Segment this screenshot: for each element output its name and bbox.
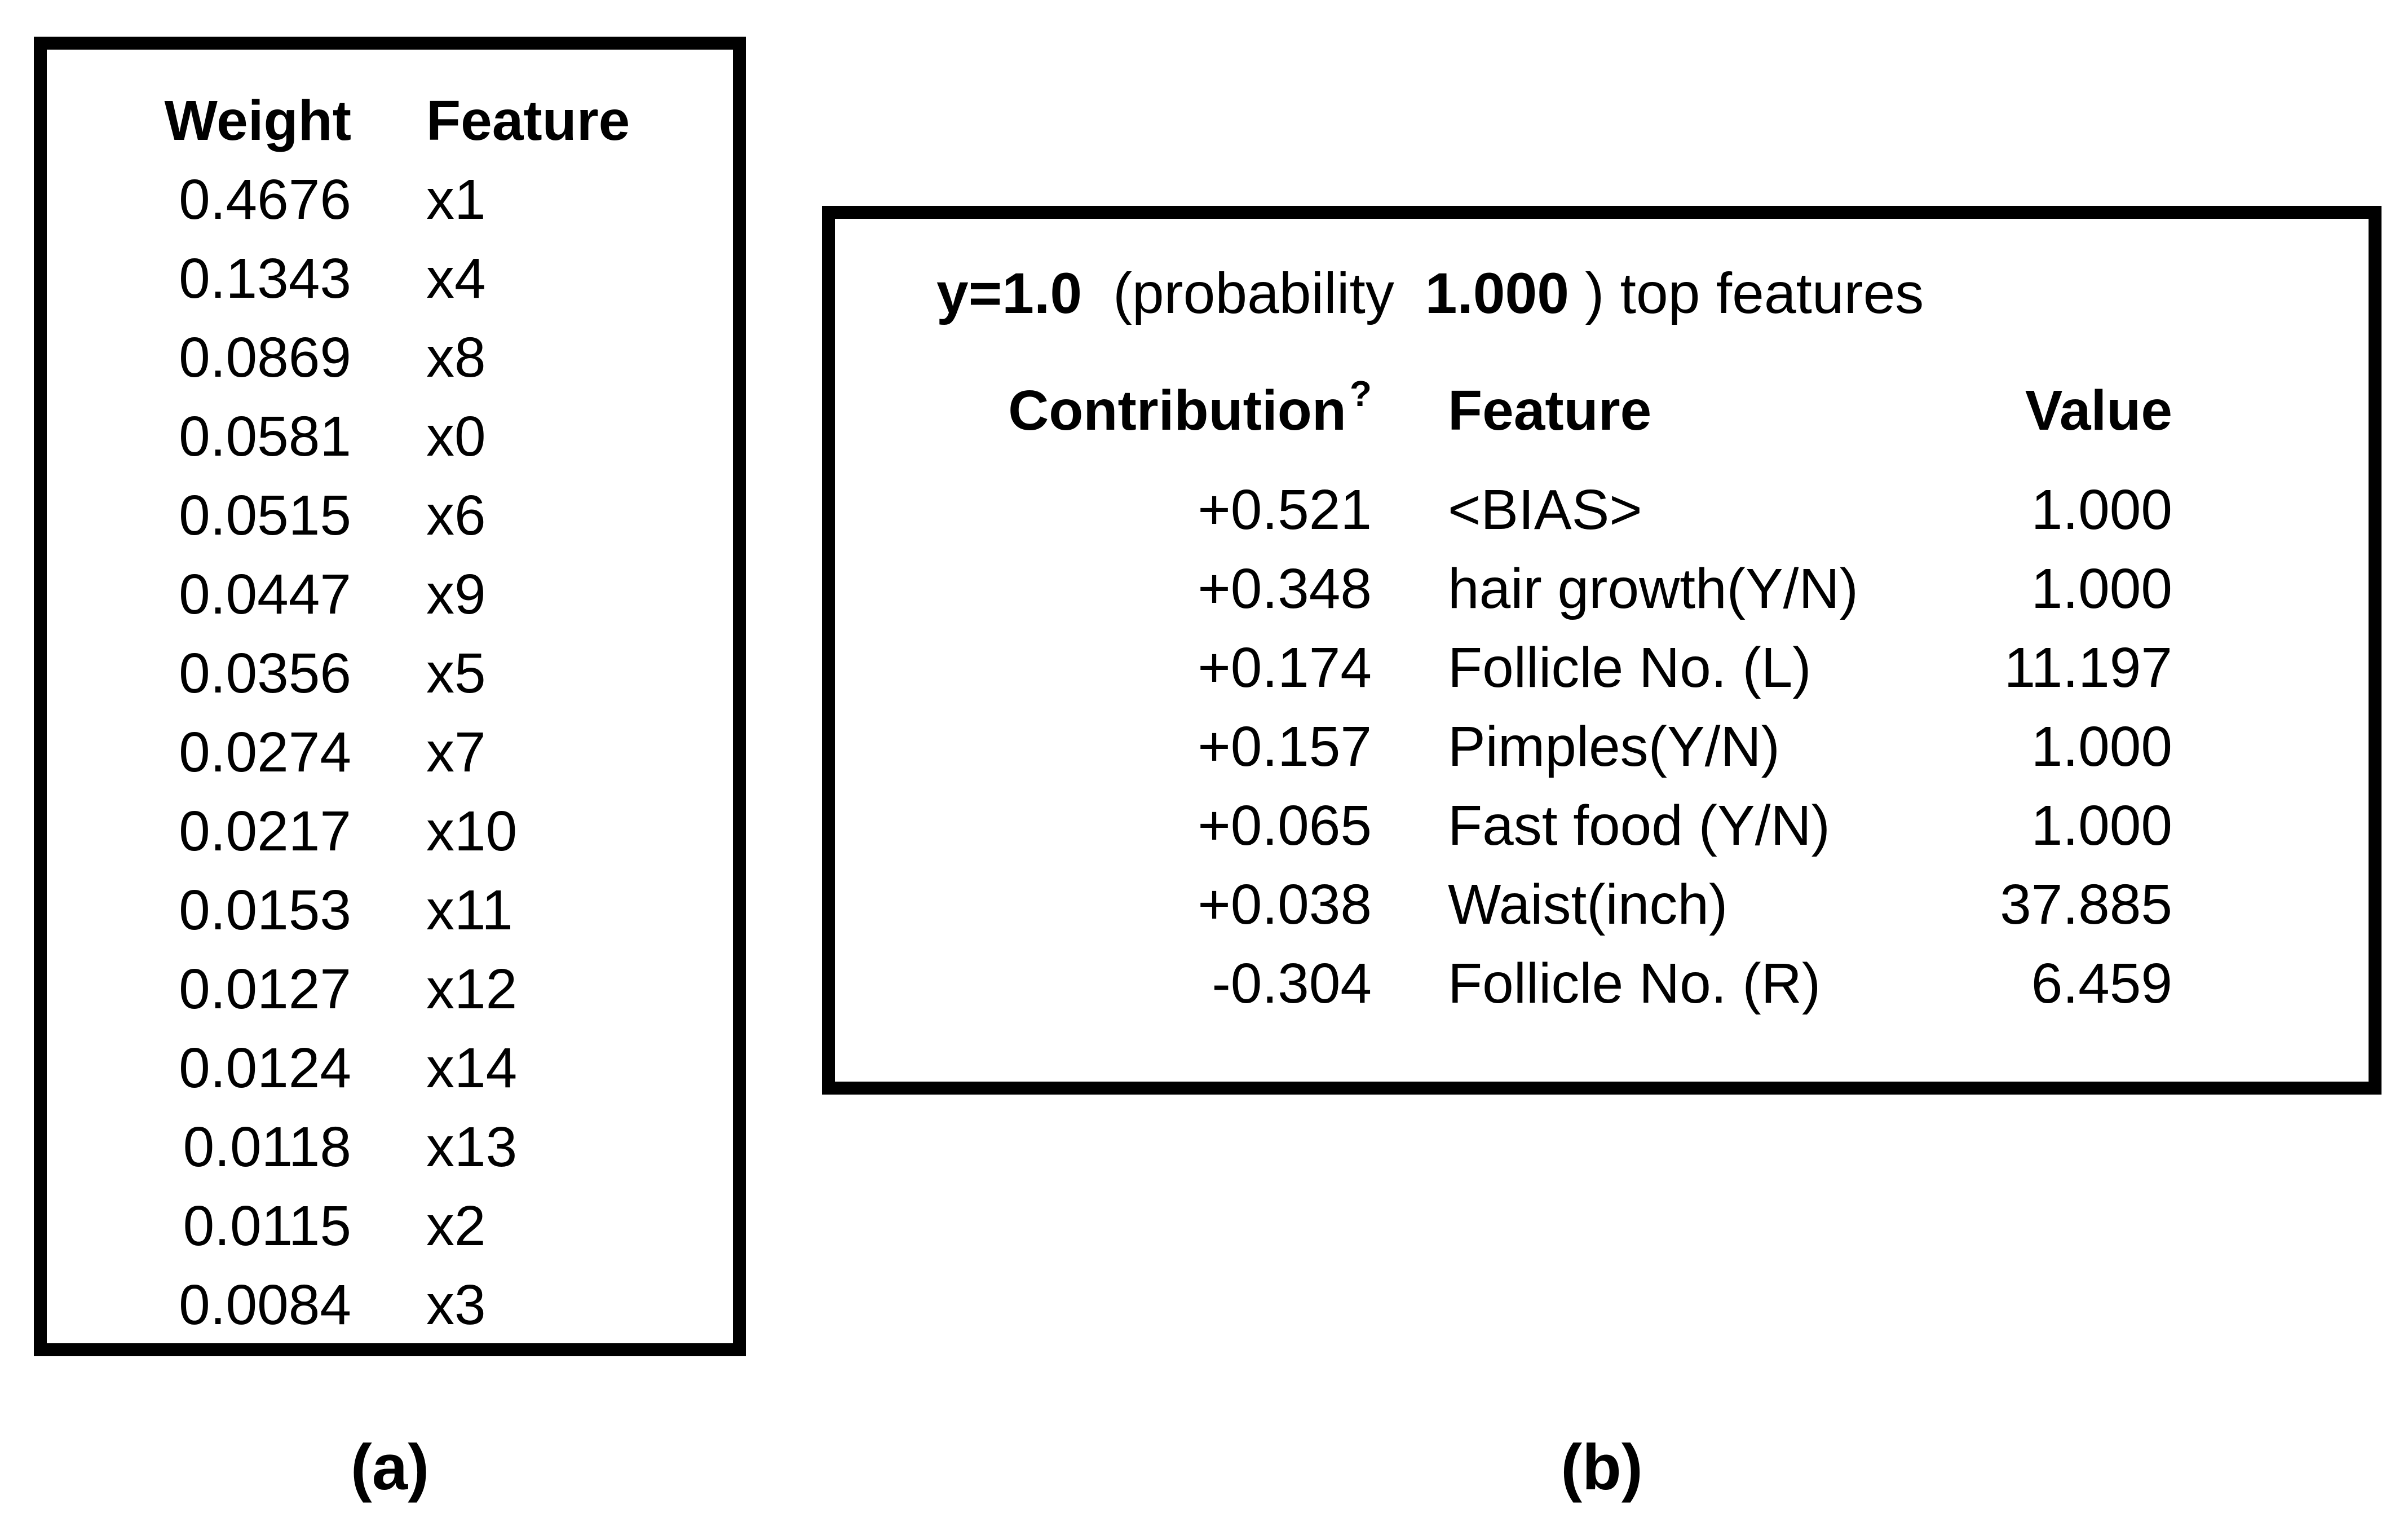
feature-column-header: Feature <box>1448 379 1652 442</box>
feature-cell: x11 <box>426 879 513 942</box>
contribution-cell: +0.348 <box>1198 557 1372 620</box>
table-a-header-row: Weight Feature <box>47 81 733 160</box>
contribution-table: Contribution? Feature Value +0.521 <BIAS… <box>835 371 2369 1023</box>
table-row: +0.174 Follicle No. (L) 11.197 <box>835 628 2369 707</box>
weight-cell: 0.0118 <box>183 1115 351 1179</box>
weight-cell: 0.0153 <box>179 879 351 942</box>
table-row: -0.304 Follicle No. (R) 6.459 <box>835 944 2369 1023</box>
feature-cell: x1 <box>426 168 486 231</box>
table-row: 0.0115 x2 <box>47 1186 733 1265</box>
table-row: 0.0274 x7 <box>47 713 733 792</box>
weight-cell: 0.0515 <box>179 484 351 547</box>
feature-cell: x9 <box>426 563 486 626</box>
value-column-header: Value <box>2025 379 2172 442</box>
table-row: 0.0356 x5 <box>47 634 733 713</box>
table-row: 0.0153 x11 <box>47 871 733 950</box>
table-row: 0.0447 x9 <box>47 555 733 634</box>
table-b-header-row: Contribution? Feature Value <box>835 371 2369 450</box>
feature-cell: Waist(inch) <box>1448 873 1728 936</box>
contribution-cell: +0.174 <box>1198 636 1372 699</box>
feature-cell: x6 <box>426 484 486 547</box>
contribution-header-label: Contribution <box>1008 379 1346 442</box>
feature-cell: x12 <box>426 958 518 1021</box>
feature-cell: x7 <box>426 721 486 784</box>
feature-cell: x3 <box>426 1273 486 1336</box>
table-row: 0.4676 x1 <box>47 160 733 239</box>
weight-cell: 0.0274 <box>179 721 351 784</box>
table-row: +0.521 <BIAS> 1.000 <box>835 470 2369 549</box>
title-suffix: ) top features <box>1585 261 1924 325</box>
table-row: +0.065 Fast food (Y/N) 1.000 <box>835 786 2369 865</box>
value-cell: 37.885 <box>2000 873 2172 936</box>
panel-a-box: Weight Feature 0.4676 x1 0.1343 x4 0.086… <box>34 37 746 1356</box>
value-cell: 1.000 <box>2031 557 2172 620</box>
weight-cell: 0.0356 <box>179 642 351 705</box>
feature-cell: x4 <box>426 247 486 310</box>
value-cell: 11.197 <box>2004 636 2172 699</box>
table-row: +0.348 hair growth(Y/N) 1.000 <box>835 549 2369 628</box>
weight-cell: 0.4676 <box>179 168 351 231</box>
feature-cell: Follicle No. (L) <box>1448 636 1811 699</box>
feature-cell: x0 <box>426 405 486 468</box>
contribution-cell: +0.521 <box>1198 478 1372 541</box>
weight-cell: 0.0115 <box>183 1194 351 1258</box>
weight-feature-table: Weight Feature 0.4676 x1 0.1343 x4 0.086… <box>47 50 733 1343</box>
probability-value: 1.000 <box>1425 261 1569 325</box>
table-row: 0.0124 x14 <box>47 1029 733 1108</box>
probability-prefix: (probability <box>1112 261 1394 325</box>
weight-cell: 0.0124 <box>179 1036 351 1100</box>
table-row: 0.0084 x3 <box>47 1265 733 1343</box>
panel-b-box: y=1.0 (probability 1.000 ) top features … <box>822 206 2382 1095</box>
contribution-cell: +0.038 <box>1198 873 1372 936</box>
feature-cell: <BIAS> <box>1448 478 1642 541</box>
weight-cell: 0.0217 <box>179 800 351 863</box>
weight-cell: 0.1343 <box>179 247 351 310</box>
table-row: +0.038 Waist(inch) 37.885 <box>835 865 2369 944</box>
feature-cell: x10 <box>426 800 518 863</box>
table-row: 0.0515 x6 <box>47 476 733 555</box>
contribution-cell: +0.157 <box>1198 715 1372 778</box>
table-row: 0.0127 x12 <box>47 950 733 1029</box>
feature-cell: x5 <box>426 642 486 705</box>
table-row: 0.0217 x10 <box>47 792 733 871</box>
table-row: +0.157 Pimples(Y/N) 1.000 <box>835 707 2369 786</box>
table-row: 0.0118 x13 <box>47 1108 733 1186</box>
feature-column-header: Feature <box>426 89 630 152</box>
weight-cell: 0.0447 <box>179 563 351 626</box>
caption-b: (b) <box>1561 1432 1643 1503</box>
prediction-label: y=1.0 <box>936 261 1083 325</box>
weight-cell: 0.0869 <box>179 326 351 389</box>
prediction-title: y=1.0 (probability 1.000 ) top features <box>936 254 2369 333</box>
value-cell: 1.000 <box>2031 715 2172 778</box>
table-row: 0.1343 x4 <box>47 239 733 318</box>
feature-cell: Fast food (Y/N) <box>1448 794 1830 857</box>
value-cell: 1.000 <box>2031 478 2172 541</box>
weight-cell: 0.0127 <box>179 958 351 1021</box>
weight-cell: 0.0084 <box>179 1273 351 1336</box>
feature-cell: x14 <box>426 1036 518 1100</box>
contribution-cell: +0.065 <box>1198 794 1372 857</box>
table-row: 0.0581 x0 <box>47 397 733 476</box>
weight-column-header: Weight <box>164 89 351 152</box>
feature-cell: Follicle No. (R) <box>1448 952 1821 1015</box>
weight-cell: 0.0581 <box>179 405 351 468</box>
contribution-cell: -0.304 <box>1212 952 1372 1015</box>
feature-cell: hair growth(Y/N) <box>1448 557 1858 620</box>
feature-cell: x2 <box>426 1194 486 1258</box>
value-cell: 6.459 <box>2031 952 2172 1015</box>
value-cell: 1.000 <box>2031 794 2172 857</box>
contribution-column-header: Contribution? <box>1008 373 1372 442</box>
feature-cell: x13 <box>426 1115 518 1179</box>
feature-cell: x8 <box>426 326 486 389</box>
caption-a: (a) <box>350 1432 430 1503</box>
feature-cell: Pimples(Y/N) <box>1448 715 1780 778</box>
table-row: 0.0869 x8 <box>47 318 733 397</box>
